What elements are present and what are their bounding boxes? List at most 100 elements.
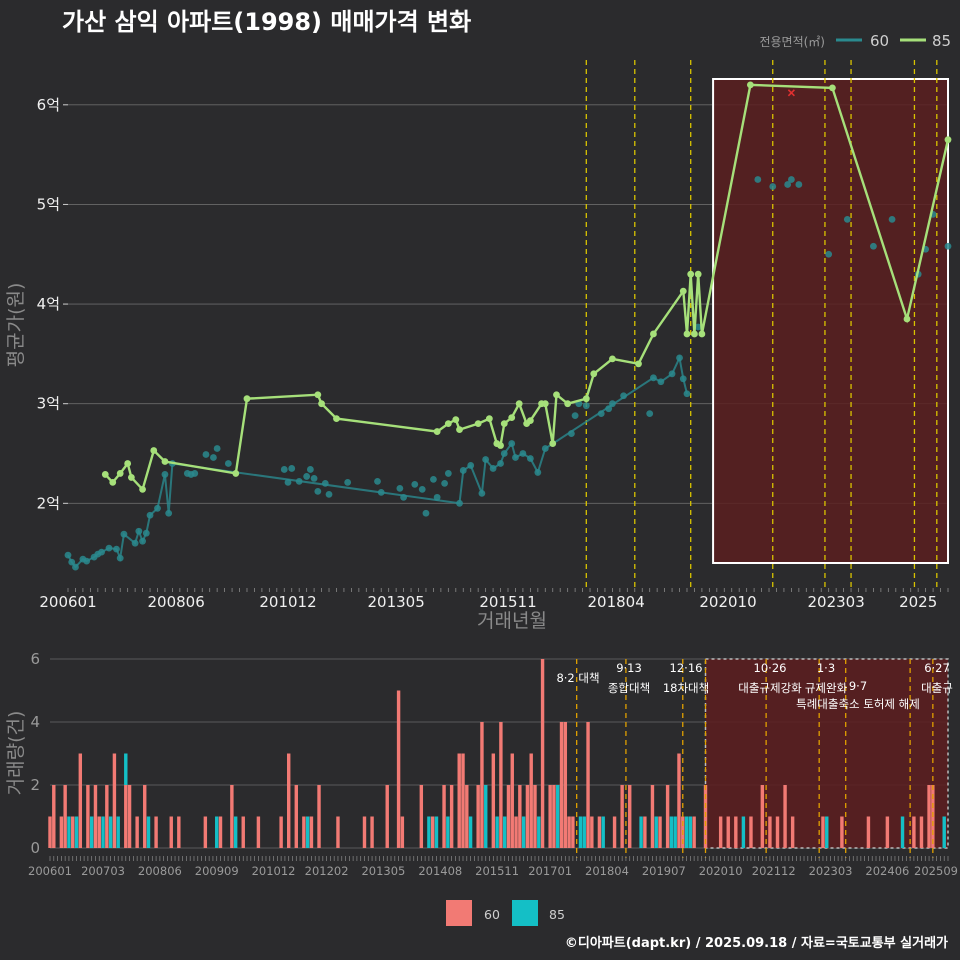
bar-60: [529, 753, 533, 848]
legend-swatch-bar-85: [512, 900, 538, 926]
bar-60: [400, 816, 405, 848]
y-tick-label: 3억: [37, 395, 60, 413]
point-85: [944, 136, 952, 144]
bar-60: [127, 785, 132, 848]
volume-x-tick-label: 200909: [195, 864, 239, 878]
point-85: [609, 355, 616, 363]
bar-60: [590, 816, 594, 848]
volume-bars: [48, 659, 946, 848]
bar-60: [461, 753, 465, 848]
x-tick-label: 201012: [259, 593, 316, 611]
bar-85: [654, 816, 658, 848]
bar-60: [540, 659, 545, 848]
volume-panel: 8·2 대책 9·13 종합대책 12·16 18차대책 10·26 대출규제강화 1·3 규제…: [5, 650, 958, 878]
bar-60: [760, 785, 765, 848]
bar-60: [218, 816, 223, 848]
bar-85: [825, 816, 829, 848]
bar-60: [692, 816, 696, 848]
point-60: [784, 181, 792, 188]
bar-85: [601, 816, 605, 848]
bar-60: [396, 690, 401, 848]
bar-60: [362, 816, 367, 848]
point-85: [694, 270, 702, 278]
bar-60: [48, 816, 52, 848]
bar-60: [518, 785, 522, 848]
volume-y-tick-label: 2: [30, 776, 40, 794]
bar-60: [430, 816, 435, 848]
bar-85: [673, 816, 677, 848]
bar-60: [567, 816, 571, 848]
area-legend: 전용면적(㎡) 60 85: [759, 32, 951, 50]
bar-85: [434, 816, 439, 848]
x-tick-label: 202303: [808, 593, 865, 611]
bar-60: [154, 816, 158, 848]
point-85: [243, 395, 251, 403]
y-axis-title: 평균가(원): [5, 283, 27, 368]
point-85: [903, 315, 911, 323]
volume-y-tick-label: 0: [30, 839, 40, 857]
point-85: [109, 478, 117, 486]
bar-60: [385, 785, 389, 848]
y-tick-label: 2억: [37, 494, 60, 512]
point-60: [202, 451, 210, 458]
volume-x-tick-label: 202010: [699, 864, 743, 878]
bar-85: [669, 816, 674, 848]
x-tick-label: 200806: [148, 593, 205, 611]
point-85: [687, 270, 695, 278]
event-date-label: 6·27: [924, 661, 950, 675]
point-60: [303, 473, 311, 480]
x-tick-label: 200601: [39, 593, 96, 611]
point-60: [582, 402, 590, 410]
bar-60: [525, 785, 530, 848]
point-60: [325, 490, 333, 498]
point-85: [497, 442, 504, 449]
bar-85: [688, 816, 693, 848]
event-date-label: 10·26: [754, 661, 787, 675]
point-60: [306, 466, 314, 473]
bar-60: [86, 785, 90, 848]
bar-85: [108, 816, 113, 848]
bar-60: [499, 722, 503, 848]
bar-60: [927, 785, 931, 848]
point-60: [418, 485, 426, 493]
bar-60: [665, 785, 670, 848]
point-60: [754, 176, 762, 183]
source-footer: ©디아파트(dapt.kr) / 2025.09.18 / 자료=국토교통부 실…: [565, 935, 948, 951]
event-date-label: 8·2 대책: [556, 671, 599, 685]
bar-60: [309, 816, 314, 848]
bar-85: [89, 816, 94, 848]
bar-85: [67, 816, 71, 848]
point-60: [280, 466, 288, 473]
volume-x-tick-label: 200703: [81, 864, 125, 878]
point-85: [456, 426, 463, 433]
bar-60: [866, 816, 871, 848]
event-name-label: 특례대출축소 토허제 해제: [796, 697, 920, 711]
point-85: [139, 485, 146, 493]
bar-85: [101, 816, 105, 848]
bar-60: [370, 816, 374, 848]
bar-60: [552, 785, 556, 848]
bar-60: [93, 785, 98, 848]
price-axes: 2억 3억 4억 5억 6억 200601 200806 201012 201305 201511…: [37, 96, 949, 611]
bar-85: [556, 785, 560, 848]
bar-60: [775, 816, 780, 848]
bar-60: [302, 816, 306, 848]
legend-swatch-bar-60: [446, 900, 472, 926]
point-60: [441, 479, 449, 487]
volume-x-tick-label: 202112: [752, 864, 796, 878]
bar-60: [457, 753, 461, 848]
point-85: [829, 84, 836, 92]
bar-60: [52, 785, 56, 848]
bar-60: [783, 785, 787, 848]
point-60: [683, 390, 691, 398]
volume-x-tick-label: 202406: [865, 864, 909, 878]
x-axis-title: 거래년월: [477, 610, 547, 632]
point-60: [210, 454, 217, 461]
bar-60: [476, 785, 480, 848]
bar-60: [749, 816, 753, 848]
point-85: [515, 400, 523, 408]
point-85: [161, 458, 169, 465]
point-60: [224, 460, 232, 467]
bar-60: [71, 816, 75, 848]
